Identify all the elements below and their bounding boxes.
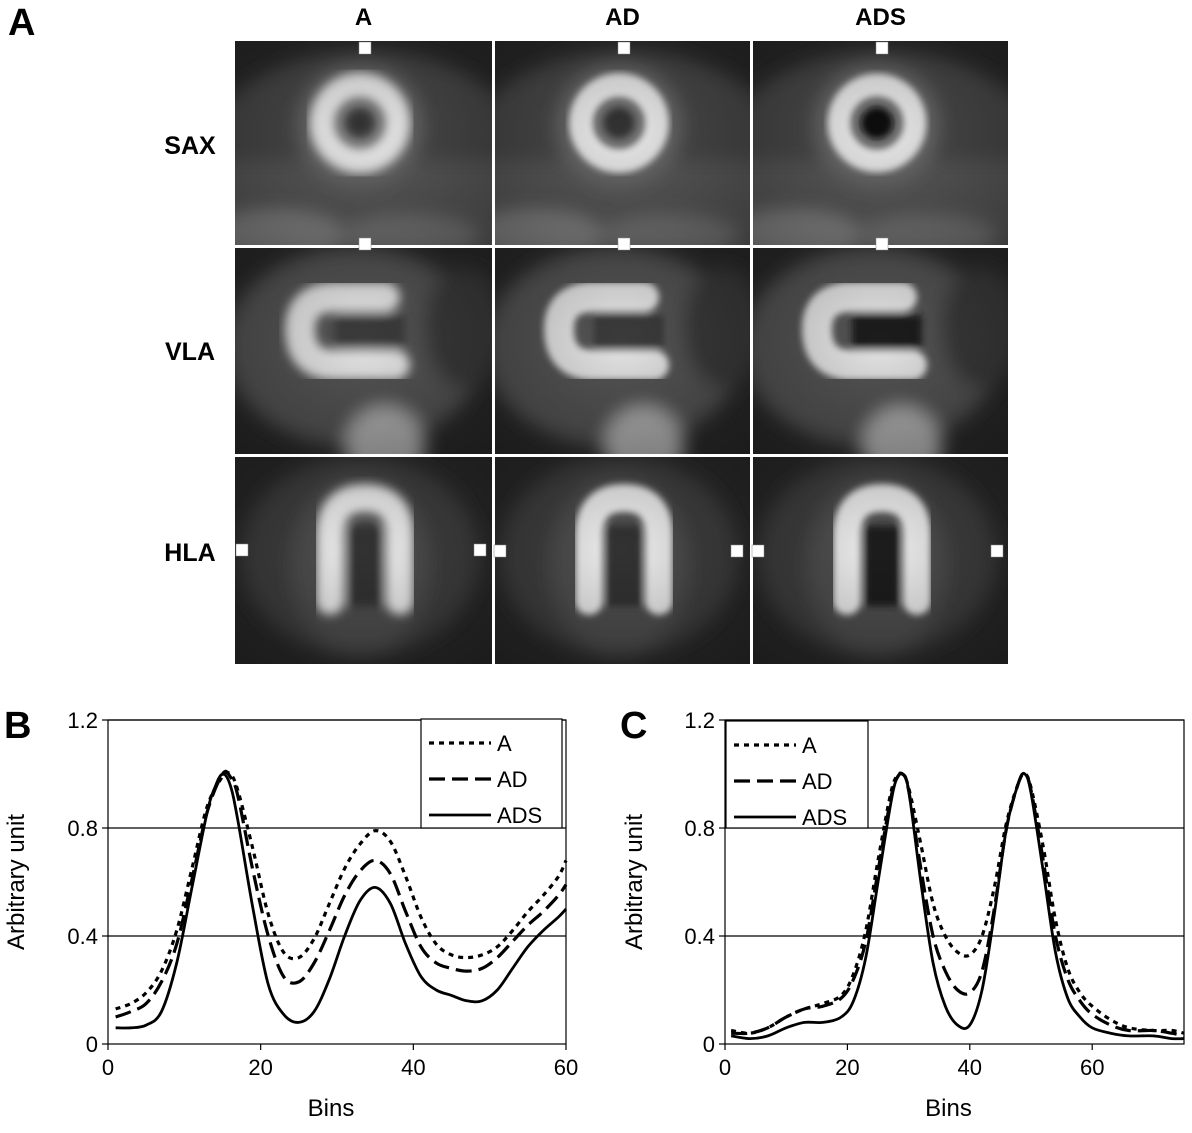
profile-marker [617, 41, 631, 55]
profile-marker [473, 543, 487, 557]
profile-marker [875, 237, 889, 251]
image-tile-sax-ad [494, 41, 750, 245]
legend-label-ads: ADS [497, 803, 542, 828]
y-axis-label: Arbitrary unit [621, 814, 648, 950]
y-tick-label: 1.2 [684, 708, 715, 733]
x-tick-label: 0 [719, 1055, 731, 1080]
y-axis-label: Arbitrary unit [3, 814, 30, 950]
image-tile-vla-ads [752, 247, 1008, 454]
x-tick-label: 40 [958, 1055, 982, 1080]
x-tick-label: 60 [554, 1055, 578, 1080]
plot-frame [107, 719, 567, 1045]
x-tick-label: 40 [401, 1055, 425, 1080]
row-label-vla: VLA [165, 338, 215, 366]
x-tick-label: 20 [248, 1055, 272, 1080]
image-tile-hla-a [235, 456, 492, 664]
series-line-a [730, 771, 1185, 1035]
series-line-ad [731, 771, 1185, 1038]
image-tile-sax-a [235, 41, 492, 245]
image-tile-vla-a [235, 247, 492, 454]
plot-frame [724, 719, 1185, 1045]
y-tick-label: 1.2 [67, 708, 98, 733]
column-header-ad: AD [605, 4, 640, 31]
series-line-ad [115, 769, 568, 1019]
legend-label-ads: ADS [802, 805, 847, 830]
legend: A AD ADS [725, 720, 869, 830]
profile-marker [730, 544, 744, 558]
image-tile-hla-ads [752, 456, 1008, 664]
profile-marker [358, 237, 372, 251]
y-tick-label: 0.8 [684, 816, 715, 841]
y-tick-label: 0.8 [67, 816, 98, 841]
x-axis-label: Bins [925, 1095, 972, 1122]
image-tile-vla-ad [494, 247, 750, 454]
legend-label-ad: AD [802, 769, 833, 794]
x-tick-label: 0 [102, 1055, 114, 1080]
x-tick-label: 20 [835, 1055, 859, 1080]
profile-marker [235, 543, 249, 557]
series-line-ads [115, 772, 568, 1030]
y-tick-label: 0 [86, 1032, 98, 1057]
y-tick-label: 0.4 [67, 924, 98, 949]
legend-label-a: A [497, 731, 512, 756]
x-tick-label: 60 [1080, 1055, 1104, 1080]
profile-marker [990, 544, 1004, 558]
panel-b-letter: B [4, 705, 31, 747]
profile-marker [617, 237, 631, 251]
profile-marker [358, 41, 372, 55]
x-axis-label: Bins [308, 1095, 355, 1122]
row-label-hla: HLA [164, 539, 216, 567]
row-label-sax: SAX [164, 132, 216, 160]
y-tick-label: 0 [703, 1032, 715, 1057]
legend-label-ad: AD [497, 767, 528, 792]
series-line-ads [730, 771, 1185, 1041]
legend-label-a: A [802, 733, 817, 758]
panel-a-letter: A [8, 2, 36, 44]
profile-marker [493, 544, 507, 558]
y-tick-label: 0.4 [684, 924, 715, 949]
profile-marker [751, 544, 765, 558]
image-tile-sax-ads [752, 41, 1008, 245]
column-header-a: A [354, 4, 373, 31]
legend: A AD ADS [420, 718, 563, 829]
profile-marker [875, 41, 889, 55]
spect-image-grid [235, 41, 1008, 664]
image-tile-hla-ad [494, 456, 750, 664]
panel-c-letter: C [620, 705, 647, 747]
column-header-ads: ADS [855, 4, 906, 31]
